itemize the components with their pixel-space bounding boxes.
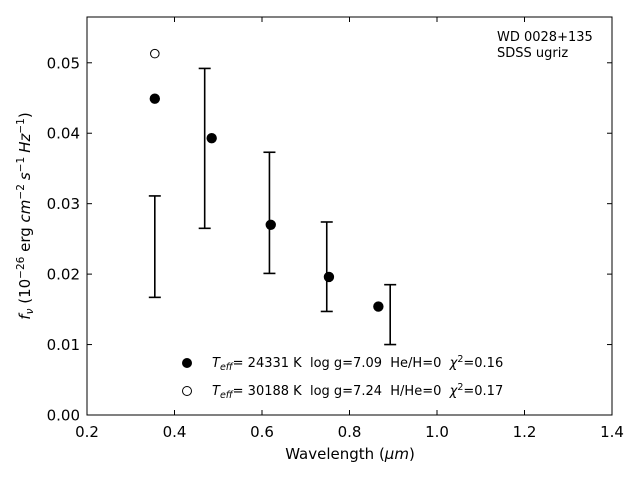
ticks: 0.2 0.4 0.6 0.8 1.0 1.2 1.4 0.00 0.01 0.02 0.03 0.0… bbox=[47, 17, 624, 441]
y-label-nu: ν bbox=[24, 308, 36, 314]
y-tick-label: 0.05 bbox=[47, 54, 80, 72]
y-label-close: ) bbox=[16, 112, 34, 118]
model-point-filled bbox=[265, 219, 276, 231]
y-axis-label: fν (10−26 erg cm−2s−1Hz−1) bbox=[15, 112, 36, 319]
y-tick-label: 0.00 bbox=[47, 407, 80, 425]
x-tick-label: 0.8 bbox=[338, 423, 362, 441]
legend-1-sq: 2 bbox=[457, 354, 463, 365]
model-point-filled bbox=[149, 93, 161, 104]
y-tick-label: 0.03 bbox=[47, 195, 80, 213]
y-label-Hz: Hz bbox=[16, 133, 34, 153]
y-label-exp1: −26 bbox=[15, 256, 27, 278]
x-axis-label-unit: μm bbox=[384, 445, 409, 463]
legend-marker-filled bbox=[182, 358, 192, 368]
legend-marker-open bbox=[182, 386, 192, 396]
y-tick-label: 0.04 bbox=[47, 125, 80, 143]
y-label-f: f bbox=[16, 312, 34, 320]
error-bars bbox=[148, 67, 397, 346]
legend-1-eff: eff bbox=[220, 362, 234, 373]
data-points bbox=[149, 48, 384, 312]
legend-1-mid: = 24331 K log g=7.09 He/H=0 bbox=[233, 356, 450, 371]
x-tick-label: 1.0 bbox=[425, 423, 449, 441]
y-tick-label: 0.01 bbox=[47, 336, 80, 354]
x-tick-label: 0.2 bbox=[75, 423, 99, 441]
y-label-exp3: −1 bbox=[15, 157, 27, 172]
y-label-open: (10 bbox=[16, 279, 34, 309]
legend-2-sq: 2 bbox=[457, 382, 463, 393]
legend-2-mid: = 30188 K log g=7.24 H/He=0 bbox=[233, 384, 450, 399]
y-label-cm: cm bbox=[16, 200, 34, 223]
y-label-exp4: −1 bbox=[15, 118, 27, 133]
legend-1-T: T bbox=[212, 356, 221, 371]
x-tick-label: 1.2 bbox=[513, 423, 537, 441]
legend-2-chi: χ bbox=[449, 384, 459, 399]
annotation: WD 0028+135 SDSS ugriz bbox=[497, 30, 593, 61]
legend-entry-1: Teff= 24331 K log g=7.09 He/H=0 χ2=0.16 bbox=[212, 354, 503, 373]
model-point-filled bbox=[323, 271, 335, 283]
y-label-s: s bbox=[16, 172, 34, 180]
annotation-line-2: SDSS ugriz bbox=[497, 46, 568, 61]
x-tick-label: 0.4 bbox=[163, 423, 187, 441]
x-axis-label: Wavelength (μm) bbox=[285, 445, 415, 463]
annotation-line-1: WD 0028+135 bbox=[497, 30, 593, 45]
legend: Teff= 24331 K log g=7.09 He/H=0 χ2=0.16 … bbox=[182, 354, 503, 401]
legend-1-tail: =0.16 bbox=[463, 356, 503, 371]
legend-2-eff: eff bbox=[220, 390, 234, 401]
x-tick-label: 0.6 bbox=[250, 423, 274, 441]
model-point-open bbox=[150, 48, 160, 59]
y-label-erg: erg bbox=[16, 222, 34, 256]
y-label-exp2: −2 bbox=[15, 184, 27, 199]
model-point-filled bbox=[373, 301, 384, 312]
x-tick-label: 1.4 bbox=[600, 423, 624, 441]
x-axis-label-close: ) bbox=[409, 445, 415, 463]
y-tick-label: 0.02 bbox=[47, 266, 80, 284]
model-point-filled bbox=[206, 132, 217, 144]
legend-1-chi: χ bbox=[449, 356, 459, 371]
x-axis-label-main: Wavelength ( bbox=[285, 445, 385, 463]
legend-entry-2: Teff= 30188 K log g=7.24 H/He=0 χ2=0.17 bbox=[212, 382, 503, 401]
legend-2-T: T bbox=[212, 384, 221, 399]
legend-2-tail: =0.17 bbox=[463, 384, 503, 399]
